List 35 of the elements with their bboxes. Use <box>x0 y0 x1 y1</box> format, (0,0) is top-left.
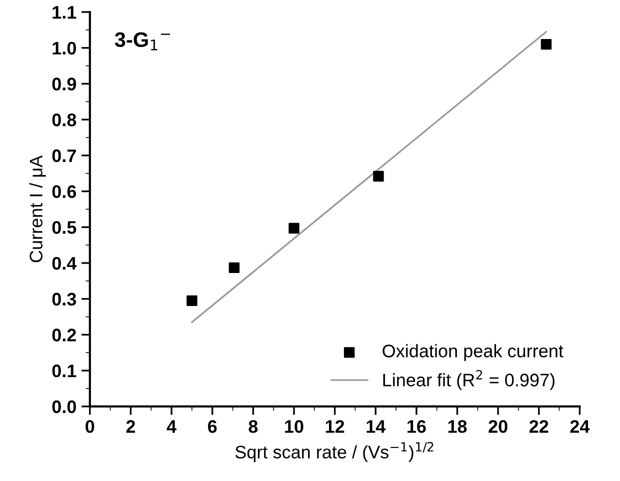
y-tick-label: 0.7 <box>52 149 76 162</box>
y-tick-label: 0.1 <box>52 364 76 378</box>
x-tick-label: 20 <box>488 420 508 433</box>
point <box>288 222 300 234</box>
y-tick-label: 1.0 <box>52 42 76 55</box>
y-tick-label: 0.6 <box>52 185 76 198</box>
legend-label: Linear fit (R$^{2}$ = 0.997) <box>383 370 554 390</box>
y-tick-label: 0.3 <box>52 292 76 306</box>
y-tick-label: 0.4 <box>52 256 77 270</box>
x-tick-label: 4 <box>166 420 176 433</box>
y-tick-label: 1.1 <box>52 6 76 19</box>
y-tick-label: 0.2 <box>52 328 76 342</box>
text: 3-G$_{1}$$^{−}$ <box>114 32 170 50</box>
x-tick-label: 18 <box>448 420 467 433</box>
y-tick-label: 0.0 <box>52 400 76 414</box>
x-tick-label: 16 <box>408 420 426 433</box>
x-tick-label: 8 <box>248 420 258 433</box>
x-axis-title: Sqrt scan rate / (Vs$^{−1}$)$^{1/2}$ <box>235 442 434 462</box>
point <box>373 170 384 182</box>
legend-label: Oxidation peak current <box>382 344 564 361</box>
y-tick-label: 0.5 <box>52 221 76 234</box>
point <box>228 262 240 274</box>
x-tick-label: 14 <box>366 420 386 433</box>
x-tick-label: 22 <box>529 420 548 433</box>
x-tick-label: 2 <box>126 420 136 433</box>
y-tick-label: 0.9 <box>52 78 76 90</box>
x-tick-label: 10 <box>285 420 304 433</box>
point <box>186 295 198 306</box>
x-tick-label: 0 <box>86 420 94 433</box>
x-tick-label: 12 <box>326 420 344 433</box>
y-tick-label: 0.8 <box>52 114 76 126</box>
y-axis-title: Current I / μA <box>29 155 46 262</box>
x-tick-label: 6 <box>208 420 217 433</box>
x-tick-label: 24 <box>570 420 590 433</box>
point <box>540 38 552 50</box>
